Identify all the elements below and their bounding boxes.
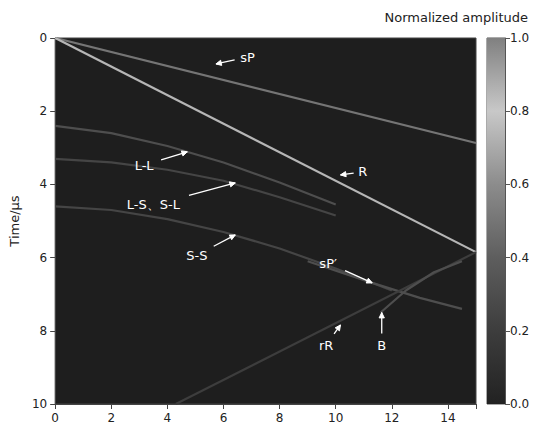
svg-text:6: 6: [220, 411, 228, 425]
svg-text:0.8: 0.8: [510, 104, 529, 118]
svg-text:8: 8: [276, 411, 284, 425]
svg-text:sP: sP: [240, 50, 255, 65]
svg-text:B: B: [377, 338, 386, 353]
svg-text:L-L: L-L: [135, 158, 155, 173]
svg-text:Time/μs: Time/μs: [7, 195, 22, 247]
svg-text:0.4: 0.4: [510, 251, 529, 265]
svg-text:0.6: 0.6: [510, 177, 529, 191]
svg-text:0.0: 0.0: [510, 397, 529, 411]
svg-text:2: 2: [107, 411, 115, 425]
svg-text:12: 12: [384, 411, 399, 425]
svg-text:14: 14: [440, 411, 455, 425]
svg-text:10: 10: [32, 397, 47, 411]
svg-text:2: 2: [40, 104, 48, 118]
svg-text:rR: rR: [319, 338, 333, 353]
svg-text:6: 6: [40, 251, 48, 265]
svg-text:Normalized amplitude: Normalized amplitude: [384, 10, 528, 25]
svg-text:4: 4: [40, 177, 48, 191]
svg-text:0.2: 0.2: [510, 324, 529, 338]
svg-text:8: 8: [40, 324, 48, 338]
svg-text:R: R: [358, 164, 367, 179]
svg-text:sP′: sP′: [319, 256, 337, 271]
svg-text:10: 10: [328, 411, 343, 425]
svg-text:0: 0: [51, 411, 59, 425]
svg-text:0: 0: [40, 31, 48, 45]
svg-text:L-S、S-L: L-S、S-L: [127, 197, 181, 212]
svg-text:1.0: 1.0: [510, 31, 529, 45]
svg-text:S-S: S-S: [186, 248, 207, 263]
svg-text:4: 4: [164, 411, 172, 425]
